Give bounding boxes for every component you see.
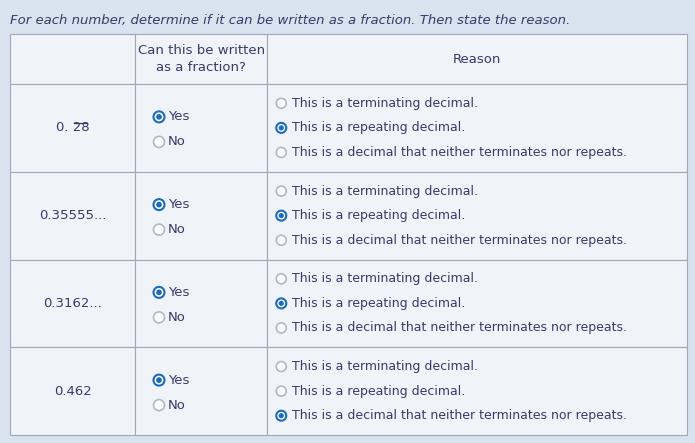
Text: This is a repeating decimal.: This is a repeating decimal. [293, 297, 466, 310]
Text: Yes: Yes [168, 373, 189, 387]
Text: This is a repeating decimal.: This is a repeating decimal. [293, 121, 466, 134]
Text: Yes: Yes [168, 198, 189, 211]
Text: 0. 28: 0. 28 [56, 121, 90, 134]
Text: 0.3162...: 0.3162... [43, 297, 102, 310]
Circle shape [279, 125, 284, 131]
Text: No: No [168, 223, 186, 236]
Circle shape [276, 386, 286, 396]
Circle shape [279, 213, 284, 218]
Bar [10, 34, 136, 84]
Bar [268, 34, 687, 84]
Bar [268, 347, 687, 435]
Circle shape [156, 290, 162, 295]
Text: This is a repeating decimal.: This is a repeating decimal. [293, 385, 466, 398]
Text: This is a decimal that neither terminates nor repeats.: This is a decimal that neither terminate… [293, 234, 628, 247]
Circle shape [156, 114, 162, 120]
Text: This is a decimal that neither terminates nor repeats.: This is a decimal that neither terminate… [293, 146, 628, 159]
Circle shape [154, 199, 165, 210]
Circle shape [154, 287, 165, 298]
Text: This is a terminating decimal.: This is a terminating decimal. [293, 185, 478, 198]
Circle shape [276, 98, 286, 108]
Text: This is a repeating decimal.: This is a repeating decimal. [293, 209, 466, 222]
Bar [136, 347, 268, 435]
Bar [136, 34, 268, 84]
Circle shape [276, 299, 286, 308]
Circle shape [156, 202, 162, 207]
Circle shape [156, 377, 162, 383]
Text: Reason: Reason [453, 53, 501, 66]
Text: Yes: Yes [168, 110, 189, 123]
Circle shape [276, 274, 286, 284]
Text: 0.35555...: 0.35555... [39, 209, 106, 222]
Circle shape [279, 413, 284, 418]
Bar [268, 172, 687, 260]
Bar [268, 260, 687, 347]
Circle shape [154, 312, 165, 323]
Circle shape [154, 224, 165, 235]
Bar [268, 84, 687, 172]
Text: 0.462: 0.462 [54, 385, 92, 398]
Bar [10, 172, 136, 260]
Bar [136, 260, 268, 347]
Text: For each number, determine if it can be written as a fraction. Then state the re: For each number, determine if it can be … [10, 14, 571, 27]
Bar [10, 347, 136, 435]
Circle shape [154, 111, 165, 122]
Circle shape [276, 361, 286, 372]
Circle shape [276, 411, 286, 421]
Circle shape [279, 301, 284, 306]
Bar [10, 260, 136, 347]
Text: No: No [168, 311, 186, 324]
Circle shape [276, 186, 286, 196]
Text: This is a terminating decimal.: This is a terminating decimal. [293, 272, 478, 285]
Text: No: No [168, 399, 186, 412]
Text: This is a decimal that neither terminates nor repeats.: This is a decimal that neither terminate… [293, 409, 628, 422]
Text: This is a terminating decimal.: This is a terminating decimal. [293, 97, 478, 110]
Circle shape [154, 400, 165, 411]
Bar [136, 84, 268, 172]
Circle shape [154, 136, 165, 148]
Text: Yes: Yes [168, 286, 189, 299]
Text: This is a terminating decimal.: This is a terminating decimal. [293, 360, 478, 373]
Circle shape [276, 323, 286, 333]
Circle shape [276, 210, 286, 221]
Circle shape [276, 148, 286, 157]
Circle shape [154, 375, 165, 385]
Bar [136, 172, 268, 260]
Circle shape [276, 123, 286, 133]
Text: Can this be written
as a fraction?: Can this be written as a fraction? [138, 44, 265, 74]
Text: No: No [168, 136, 186, 148]
Text: This is a decimal that neither terminates nor repeats.: This is a decimal that neither terminate… [293, 322, 628, 334]
Circle shape [276, 235, 286, 245]
Bar [10, 84, 136, 172]
